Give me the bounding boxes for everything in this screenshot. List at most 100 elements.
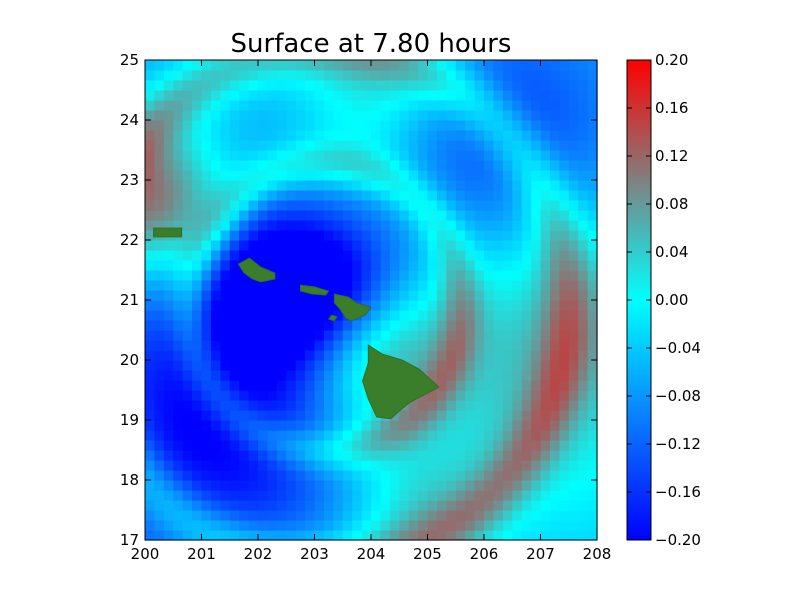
- heatmap-cell: [578, 499, 589, 511]
- heatmap-cell: [258, 79, 269, 91]
- heatmap-cell: [210, 309, 221, 321]
- heatmap-cell: [229, 319, 240, 331]
- heatmap-cell: [258, 399, 269, 411]
- heatmap-cell: [389, 299, 400, 311]
- heatmap-cell: [446, 499, 457, 511]
- heatmap-cell: [342, 339, 353, 351]
- heatmap-cell: [465, 289, 476, 301]
- heatmap-cell: [201, 299, 212, 311]
- heatmap-cell: [258, 179, 269, 191]
- heatmap-cell: [192, 369, 203, 381]
- heatmap-cell: [323, 459, 334, 471]
- heatmap-cell: [323, 379, 334, 391]
- heatmap-cell: [182, 279, 193, 291]
- heatmap-cell: [305, 439, 316, 451]
- heatmap-cell: [323, 509, 334, 521]
- heatmap-cell: [502, 479, 513, 491]
- heatmap-cell: [361, 429, 372, 441]
- heatmap-cell: [173, 219, 184, 231]
- heatmap-cell: [559, 119, 570, 131]
- heatmap-cell: [455, 339, 466, 351]
- heatmap-cell: [323, 219, 334, 231]
- heatmap-cell: [286, 409, 297, 421]
- heatmap-cell: [465, 339, 476, 351]
- heatmap-cell: [286, 309, 297, 321]
- heatmap-cell: [239, 109, 250, 121]
- heatmap-cell: [455, 409, 466, 421]
- heatmap-cell: [521, 169, 532, 181]
- heatmap-cell: [145, 69, 156, 81]
- heatmap-cell: [512, 530, 523, 541]
- heatmap-cell: [465, 479, 476, 491]
- heatmap-cell: [380, 520, 391, 531]
- heatmap-cell: [192, 469, 203, 481]
- heatmap-cell: [163, 479, 174, 491]
- heatmap-cell: [154, 309, 165, 321]
- heatmap-cell: [229, 99, 240, 111]
- heatmap-cell: [258, 520, 269, 531]
- heatmap-cell: [493, 319, 504, 331]
- heatmap-cell: [568, 189, 579, 201]
- heatmap-cell: [521, 259, 532, 271]
- heatmap-cell: [455, 459, 466, 471]
- heatmap-cell: [465, 59, 476, 71]
- heatmap-cell: [502, 339, 513, 351]
- heatmap-cell: [540, 329, 551, 341]
- heatmap-cell: [286, 319, 297, 331]
- heatmap-cell: [192, 399, 203, 411]
- heatmap-cell: [276, 129, 287, 141]
- heatmap-cell: [455, 479, 466, 491]
- heatmap-cell: [408, 509, 419, 521]
- heatmap-cell: [465, 139, 476, 151]
- heatmap-cell: [295, 520, 306, 531]
- heatmap-cell: [361, 299, 372, 311]
- heatmap-cell: [182, 399, 193, 411]
- heatmap-cell: [210, 349, 221, 361]
- heatmap-cell: [568, 99, 579, 111]
- heatmap-cell: [474, 199, 485, 211]
- heatmap-cell: [389, 59, 400, 71]
- heatmap-cell: [418, 59, 429, 71]
- heatmap-cell: [361, 99, 372, 111]
- heatmap-cell: [192, 339, 203, 351]
- heatmap-cell: [361, 520, 372, 531]
- heatmap-cell: [493, 469, 504, 481]
- heatmap-cell: [484, 219, 495, 231]
- heatmap-cell: [182, 459, 193, 471]
- heatmap-cell: [258, 169, 269, 181]
- heatmap-cell: [314, 229, 325, 241]
- heatmap-cell: [220, 149, 231, 161]
- heatmap-cell: [371, 219, 382, 231]
- heatmap-cell: [427, 459, 438, 471]
- heatmap-cell: [145, 159, 156, 171]
- heatmap-cell: [342, 89, 353, 101]
- heatmap-cell: [352, 119, 363, 131]
- heatmap-cell: [521, 520, 532, 531]
- heatmap-cell: [201, 520, 212, 531]
- heatmap-cell: [173, 499, 184, 511]
- heatmap-cell: [154, 279, 165, 291]
- heatmap-cell: [173, 479, 184, 491]
- heatmap-cell: [389, 229, 400, 241]
- heatmap-cell: [399, 219, 410, 231]
- heatmap-cell: [361, 69, 372, 81]
- heatmap-cell: [248, 89, 259, 101]
- heatmap-cell: [418, 399, 429, 411]
- heatmap-cell: [484, 389, 495, 401]
- heatmap-cell: [474, 329, 485, 341]
- heatmap-cell: [587, 329, 598, 341]
- heatmap-cell: [465, 509, 476, 521]
- heatmap-cell: [145, 329, 156, 341]
- heatmap-cell: [305, 99, 316, 111]
- heatmap-cell: [474, 499, 485, 511]
- heatmap-cell: [559, 369, 570, 381]
- heatmap-cell: [371, 419, 382, 431]
- heatmap-cell: [484, 139, 495, 151]
- heatmap-cell: [380, 149, 391, 161]
- heatmap-cell: [229, 279, 240, 291]
- heatmap-cell: [305, 269, 316, 281]
- heatmap-cell: [512, 249, 523, 261]
- heatmap-cell: [163, 299, 174, 311]
- heatmap-cell: [427, 449, 438, 461]
- heatmap-cell: [521, 269, 532, 281]
